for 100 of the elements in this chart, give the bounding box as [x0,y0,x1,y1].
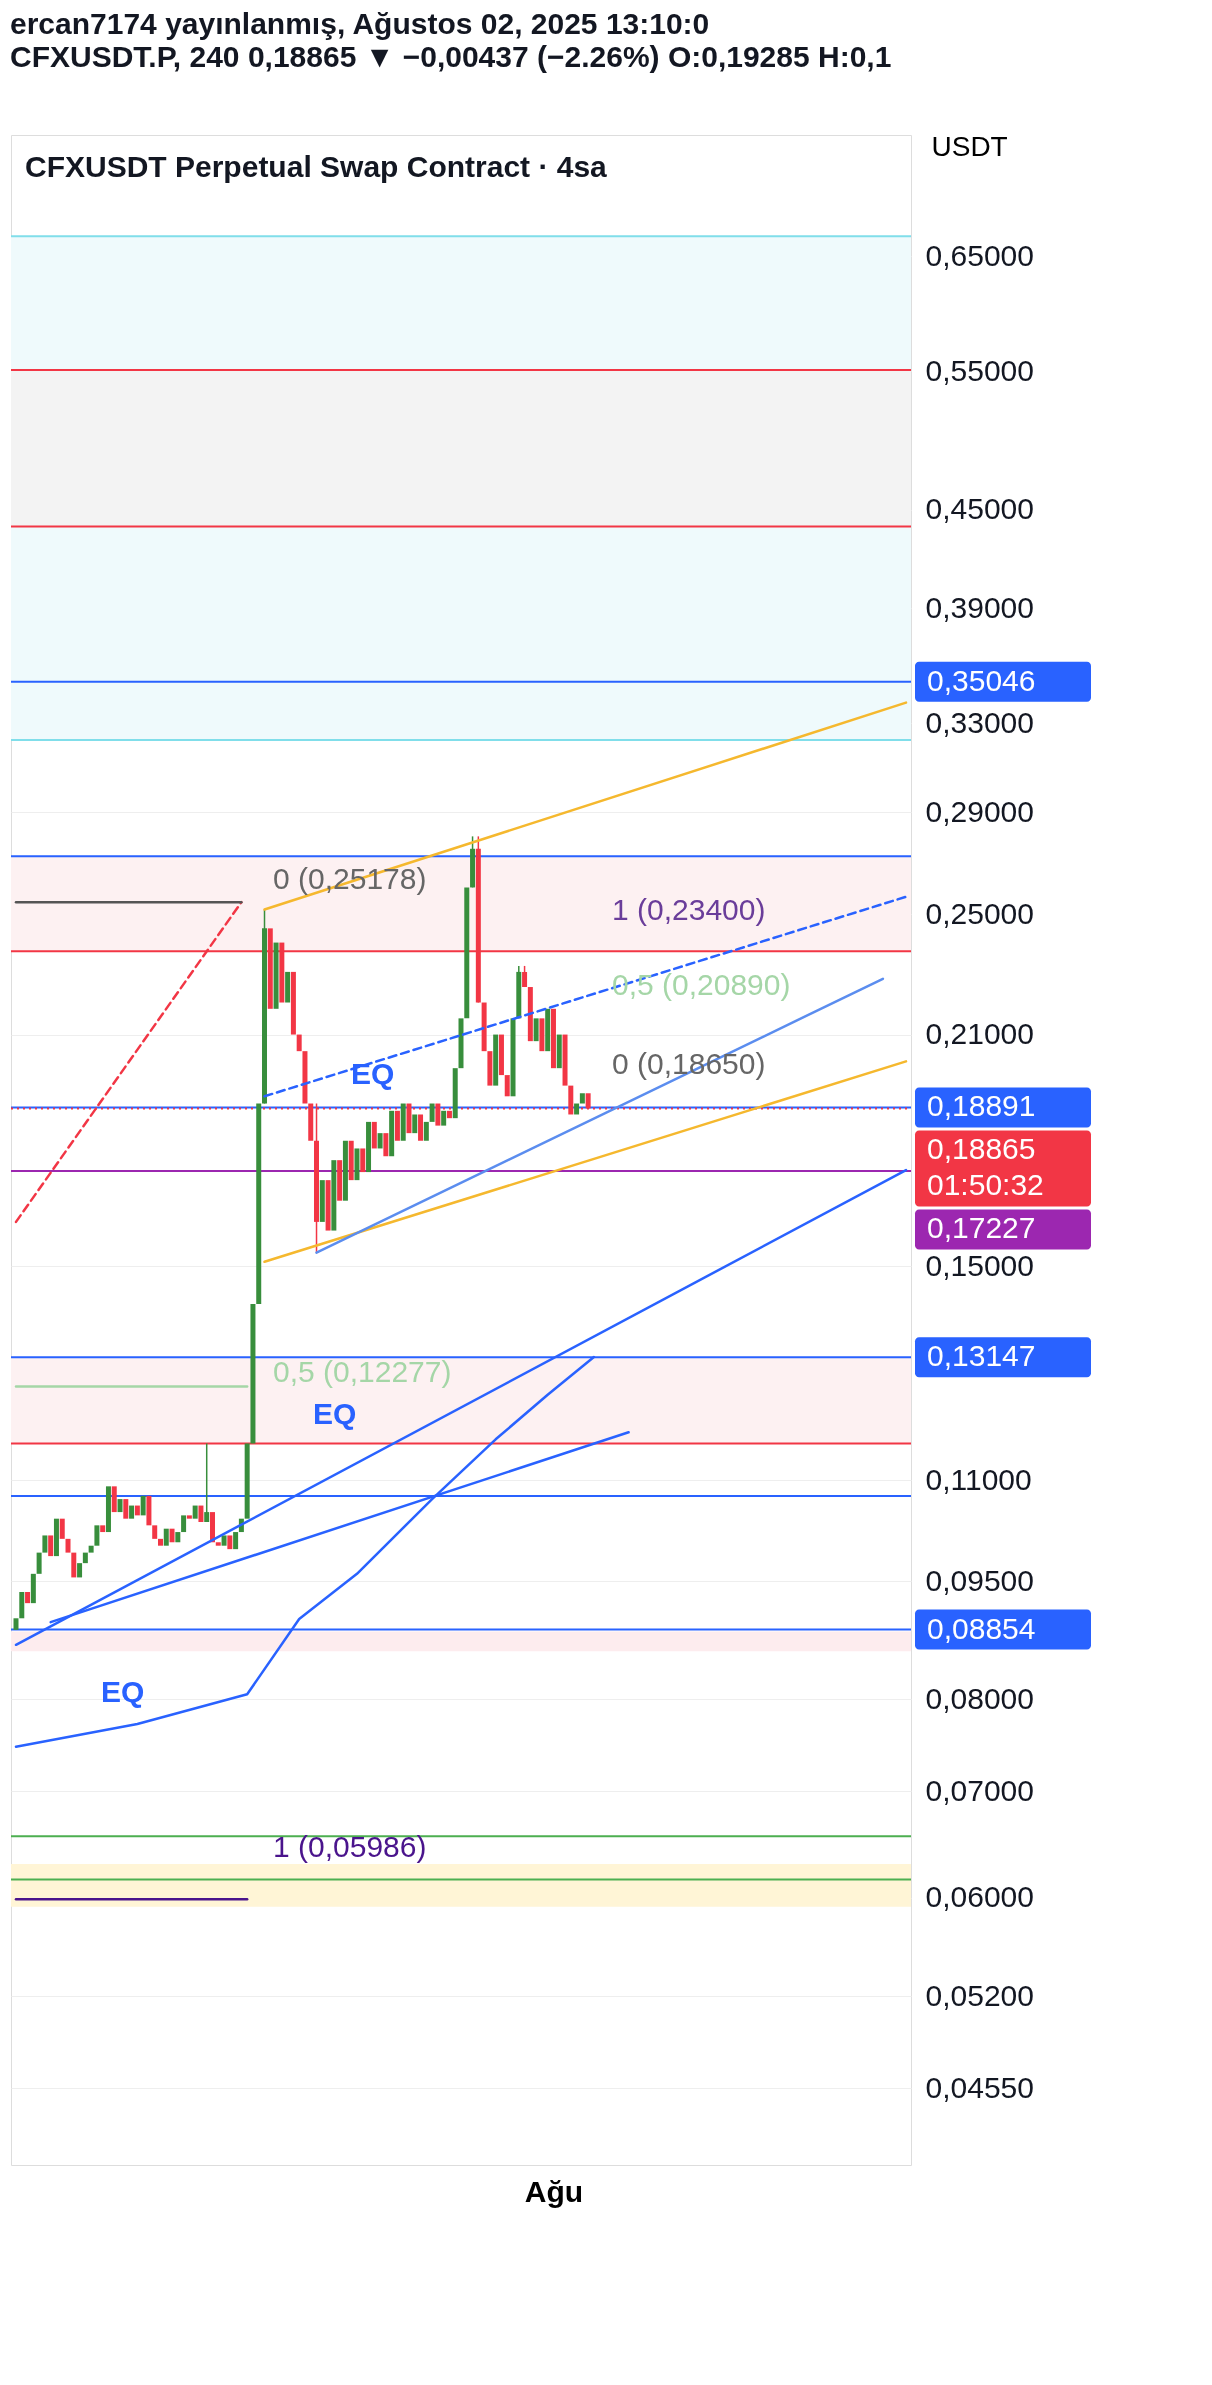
candlestick [94,1525,100,1546]
text: CFXUSDT.P, 240 0,18865 ▼ −0,00437 (−2.26%) O:0,19285 H:0,1 [10,40,892,73]
annotation: EQ [313,1397,357,1430]
candlestick [394,1110,400,1141]
ref-line-label: 0,13147 [927,1339,1036,1373]
candlestick [533,1018,539,1042]
candlestick [574,1103,580,1115]
y-tick-label: 0,45000 [925,492,1034,526]
y-tick-label: 0,09500 [925,1563,1034,1597]
candlestick [186,1515,192,1519]
candlestick [111,1486,117,1513]
annotation: 1 (0,05986) [273,1830,427,1863]
candlestick [504,1075,510,1097]
annotation: 1 (0,23400) [612,893,766,926]
text: ercan7174 yayınlanmış, Ağustos 02, 2025 13:10:0 [10,7,710,40]
candlestick [325,1180,331,1231]
text: CFXUSDT Perpetual Swap Contract · 4sa [25,150,608,183]
y-tick-label: 0,08000 [925,1681,1034,1715]
candlestick [88,1545,94,1553]
candlestick [510,1018,516,1097]
candlestick [152,1525,158,1539]
candlestick [302,1051,308,1104]
candlestick [556,1034,562,1069]
candlestick [198,1505,204,1522]
candlestick [48,1535,54,1557]
candlestick [371,1121,377,1149]
candlestick [290,971,296,1035]
candlestick [423,1121,429,1141]
candlestick [140,1495,146,1516]
candlestick [273,942,279,1009]
y-tick-label: 0,29000 [925,794,1034,828]
candlestick [435,1103,441,1126]
candlestick [175,1532,181,1543]
candlestick [487,1051,493,1086]
y-tick-label: 0,06000 [925,1880,1034,1914]
candlestick [493,1034,499,1086]
candlestick [568,1085,574,1115]
ref-line-label: 0,18865 01:50:32 [927,1132,1044,1202]
ref-line-label: 0,18891 [927,1089,1036,1123]
y-tick-label: 0,11000 [925,1462,1032,1496]
candlestick [227,1535,233,1550]
y-axis-title: USDT [931,130,1008,162]
y-tick-label: 0,21000 [925,1017,1034,1051]
y-tick-label: 0,04550 [925,2070,1034,2104]
candlestick [204,1442,210,1523]
candlestick [77,1563,83,1578]
candlestick [215,1542,221,1546]
y-tick-label: 0,07000 [925,1773,1034,1807]
candlestick [579,1093,585,1104]
candlestick [53,1518,59,1557]
y-tick-label: 0,05200 [925,1978,1034,2012]
y-tick-label: 0,15000 [925,1248,1034,1282]
candlestick [181,1515,187,1533]
candlestick [209,1512,215,1543]
candlestick [157,1538,163,1546]
candlestick [383,1133,389,1157]
candlestick [452,1068,458,1119]
annotation: 0,5 (0,12277) [273,1355,452,1388]
candlestick [123,1499,129,1519]
candlestick [65,1538,71,1553]
candlestick [100,1525,106,1533]
candlestick [389,1110,395,1157]
candlestick [59,1518,65,1539]
candlestick [406,1103,412,1134]
candlestick [221,1535,227,1546]
candlestick [30,1573,36,1604]
candlestick [163,1528,169,1546]
annotation: EQ [101,1675,145,1708]
y-tick-label: 0,65000 [925,238,1034,272]
candlestick [354,1148,360,1181]
candlestick [256,1103,262,1305]
candlestick [348,1140,354,1181]
candlestick [550,1008,556,1069]
candlestick [13,1618,19,1630]
candlestick [400,1103,406,1141]
candlestick [146,1495,152,1526]
candlestick [192,1505,198,1519]
candlestick [71,1552,77,1578]
candlestick [562,1034,568,1086]
candlestick [464,887,470,1019]
candlestick [446,1110,452,1119]
candlestick [342,1140,348,1201]
candlestick [418,1114,424,1141]
candlestick [441,1110,447,1126]
candlestick [233,1532,239,1550]
candlestick [169,1528,175,1543]
candlestick [105,1486,111,1533]
y-tick-label: 0,55000 [925,353,1034,387]
candlestick [527,987,533,1042]
ref-line-label: 0,17227 [927,1211,1036,1245]
candlestick [360,1148,366,1173]
candlestick [366,1121,372,1173]
y-tick-label: 0,25000 [925,896,1034,930]
candlestick [539,1018,545,1052]
candlestick [429,1103,435,1122]
candlestick [36,1552,42,1574]
candlestick [82,1552,88,1564]
candlestick [250,1304,256,1444]
y-tick-label: 0,33000 [925,705,1034,739]
x-tick-label: Ağu [524,2174,584,2208]
